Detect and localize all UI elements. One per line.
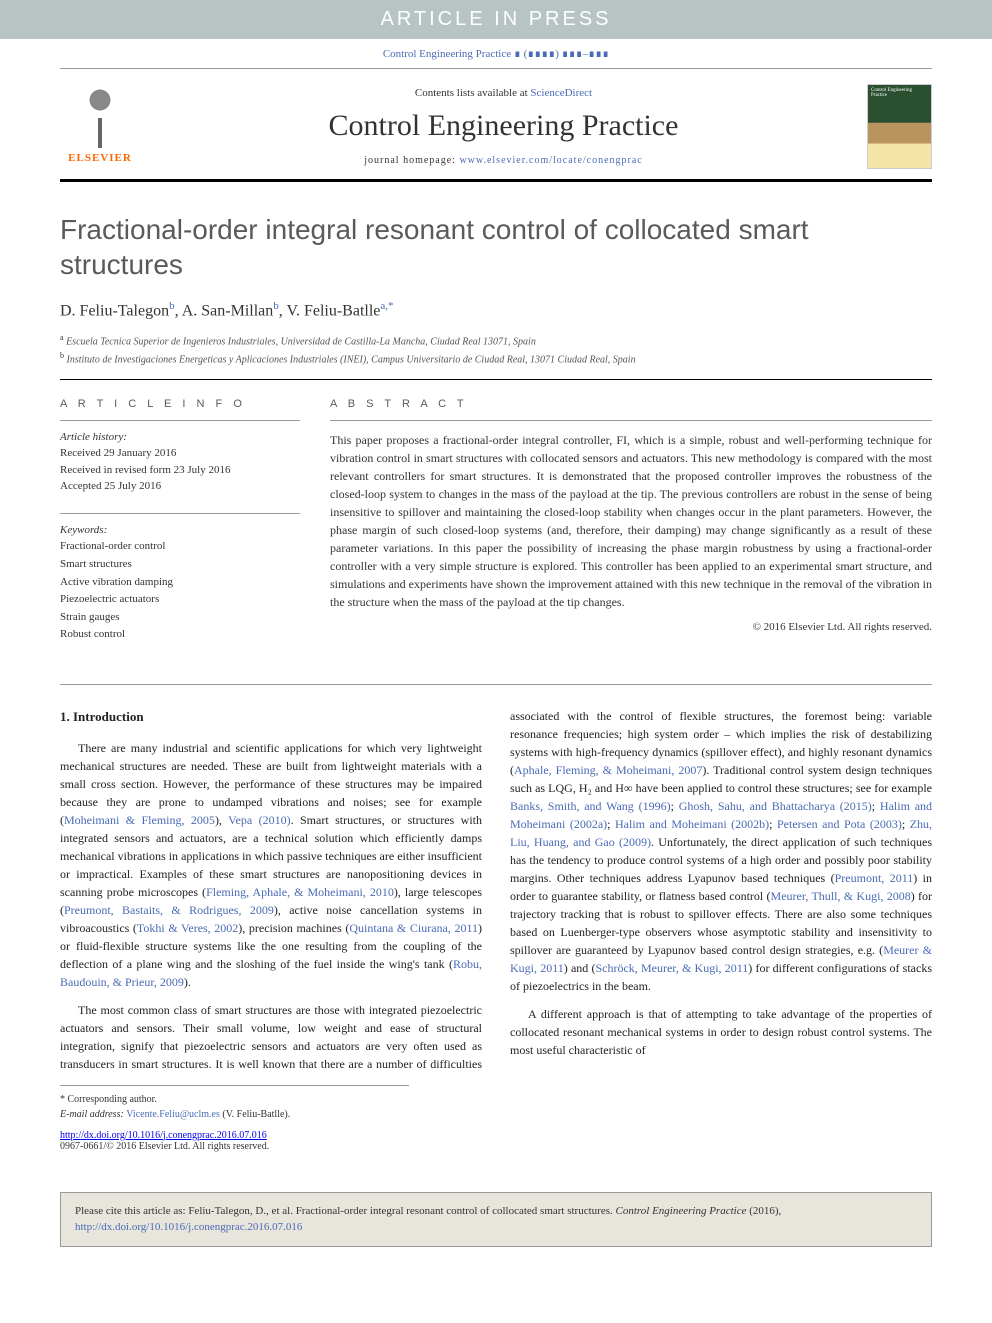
cite-year: (2016), xyxy=(746,1205,781,1217)
article-history: Article history: Received 29 January 201… xyxy=(60,429,300,495)
homepage-line: journal homepage: www.elsevier.com/locat… xyxy=(152,155,855,166)
cite-journal-ital: Control Engineering Practice xyxy=(616,1205,747,1217)
author-2-affmark: b xyxy=(273,300,279,312)
article-info-heading: A R T I C L E I N F O xyxy=(60,398,300,410)
abstract-rule xyxy=(330,420,932,421)
doi-line: http://dx.doi.org/10.1016/j.conengprac.2… xyxy=(60,1130,932,1141)
keyword: Robust control xyxy=(60,626,300,644)
doi-link[interactable]: http://dx.doi.org/10.1016/j.conengprac.2… xyxy=(60,1130,267,1141)
cite-link[interactable]: Quintana & Ciurana, 2011 xyxy=(349,921,478,935)
author-3: V. Feliu-Batlle xyxy=(286,302,380,319)
cite-link[interactable]: Tokhi & Veres, 2002 xyxy=(137,921,238,935)
para-1: There are many industrial and scientific… xyxy=(60,739,482,991)
article-title: Fractional-order integral resonant contr… xyxy=(60,212,932,282)
keyword: Piezoelectric actuators xyxy=(60,591,300,609)
history-label: Article history: xyxy=(60,429,300,446)
elsevier-tree-icon xyxy=(70,88,130,148)
section-1-heading: 1. Introduction xyxy=(60,707,482,727)
cite-link[interactable]: Schröck, Meurer, & Kugi, 2011 xyxy=(595,961,748,975)
rule-above-info xyxy=(60,379,932,380)
article-in-press-banner: ARTICLE IN PRESS xyxy=(0,0,992,39)
author-2: A. San-Millan xyxy=(182,302,274,319)
para-3: A different approach is that of attempti… xyxy=(510,1005,932,1059)
cite-link[interactable]: Moheimani & Fleming, 2005 xyxy=(64,813,215,827)
article-info-col: A R T I C L E I N F O Article history: R… xyxy=(60,398,300,662)
journal-cover-thumbnail: Control Engineering Practice xyxy=(867,84,932,169)
corresponding-author: * Corresponding author. xyxy=(60,1092,932,1107)
cite-link[interactable]: Petersen and Pota (2003) xyxy=(777,817,902,831)
keyword: Active vibration damping xyxy=(60,574,300,592)
abstract-col: A B S T R A C T This paper proposes a fr… xyxy=(330,398,932,662)
info-abstract-row: A R T I C L E I N F O Article history: R… xyxy=(60,398,932,662)
footnotes: * Corresponding author. E-mail address: … xyxy=(60,1092,932,1122)
cite-doi-link[interactable]: http://dx.doi.org/10.1016/j.conengprac.2… xyxy=(75,1221,302,1233)
keyword: Fractional-order control xyxy=(60,538,300,556)
journal-name: Control Engineering Practice xyxy=(152,109,855,143)
rule-below-abstract xyxy=(60,684,932,685)
citation-box: Please cite this article as: Feliu-Taleg… xyxy=(60,1192,932,1247)
abstract-text: This paper proposes a fractional-order i… xyxy=(330,431,932,611)
cite-link[interactable]: Banks, Smith, and Wang (1996) xyxy=(510,799,671,813)
author-line: D. Feliu-Talegonb, A. San-Millanb, V. Fe… xyxy=(60,300,932,320)
abstract-copyright: © 2016 Elsevier Ltd. All rights reserved… xyxy=(330,621,932,633)
keywords-list: Fractional-order control Smart structure… xyxy=(60,538,300,644)
keyword: Smart structures xyxy=(60,556,300,574)
email-author-name: (V. Feliu-Batlle). xyxy=(220,1109,290,1120)
masthead-center: Contents lists available at ScienceDirec… xyxy=(152,87,855,166)
cite-link[interactable]: Aphale, Fleming, & Moheimani, 2007 xyxy=(514,763,702,777)
elsevier-logo: ELSEVIER xyxy=(60,81,140,171)
keywords-label: Keywords: xyxy=(60,522,300,539)
sciencedirect-link[interactable]: ScienceDirect xyxy=(530,87,592,99)
cover-title: Control Engineering Practice xyxy=(871,88,928,99)
email-link[interactable]: Vicente.Feliu@uclm.es xyxy=(126,1109,220,1120)
contents-prefix: Contents lists available at xyxy=(415,87,530,99)
email-label: E-mail address: xyxy=(60,1109,126,1120)
affiliation-b: b Instituto de Investigaciones Energetic… xyxy=(60,350,932,367)
email-line: E-mail address: Vicente.Feliu@uclm.es (V… xyxy=(60,1107,932,1122)
cite-link[interactable]: Vepa (2010) xyxy=(228,813,290,827)
affiliation-a: a Escuela Tecnica Superior de Ingenieros… xyxy=(60,332,932,349)
masthead: ELSEVIER Contents lists available at Sci… xyxy=(60,68,932,182)
revised-date: Received in revised form 23 July 2016 xyxy=(60,462,300,479)
cite-link[interactable]: Preumont, Bastaits, & Rodrigues, 2009 xyxy=(64,903,274,917)
article-body: Fractional-order integral resonant contr… xyxy=(0,182,992,1172)
cite-link[interactable]: Fleming, Aphale, & Moheimani, 2010 xyxy=(206,885,394,899)
contents-available-line: Contents lists available at ScienceDirec… xyxy=(152,87,855,99)
homepage-link[interactable]: www.elsevier.com/locate/conengprac xyxy=(459,155,642,166)
issn-line: 0967-0661/© 2016 Elsevier Ltd. All right… xyxy=(60,1141,932,1152)
received-date: Received 29 January 2016 xyxy=(60,445,300,462)
keywords-block: Keywords: Fractional-order control Smart… xyxy=(60,522,300,644)
cite-link[interactable]: Halim and Moheimani (2002b) xyxy=(615,817,769,831)
author-1: D. Feliu-Talegon xyxy=(60,302,169,319)
publisher-name: ELSEVIER xyxy=(68,152,132,164)
author-1-affmark: b xyxy=(169,300,175,312)
body-columns: 1. Introduction There are many industria… xyxy=(60,707,932,1073)
info-rule xyxy=(60,420,300,421)
page: ARTICLE IN PRESS Control Engineering Pra… xyxy=(0,0,992,1323)
keyword: Strain gauges xyxy=(60,609,300,627)
cite-link[interactable]: Preumont, 2011 xyxy=(835,871,914,885)
author-3-affmark: a,* xyxy=(380,300,393,312)
footnote-separator xyxy=(60,1085,409,1086)
cite-prefix: Please cite this article as: Feliu-Taleg… xyxy=(75,1205,616,1217)
homepage-prefix: journal homepage: xyxy=(364,155,459,166)
accepted-date: Accepted 25 July 2016 xyxy=(60,478,300,495)
running-head: Control Engineering Practice ∎ (∎∎∎∎) ∎∎… xyxy=(0,39,992,68)
affiliations: a Escuela Tecnica Superior de Ingenieros… xyxy=(60,332,932,367)
cite-link[interactable]: Ghosh, Sahu, and Bhattacharya (2015) xyxy=(679,799,872,813)
cite-link[interactable]: Meurer, Thull, & Kugi, 2008 xyxy=(771,889,911,903)
keywords-rule xyxy=(60,513,300,514)
abstract-heading: A B S T R A C T xyxy=(330,398,932,410)
